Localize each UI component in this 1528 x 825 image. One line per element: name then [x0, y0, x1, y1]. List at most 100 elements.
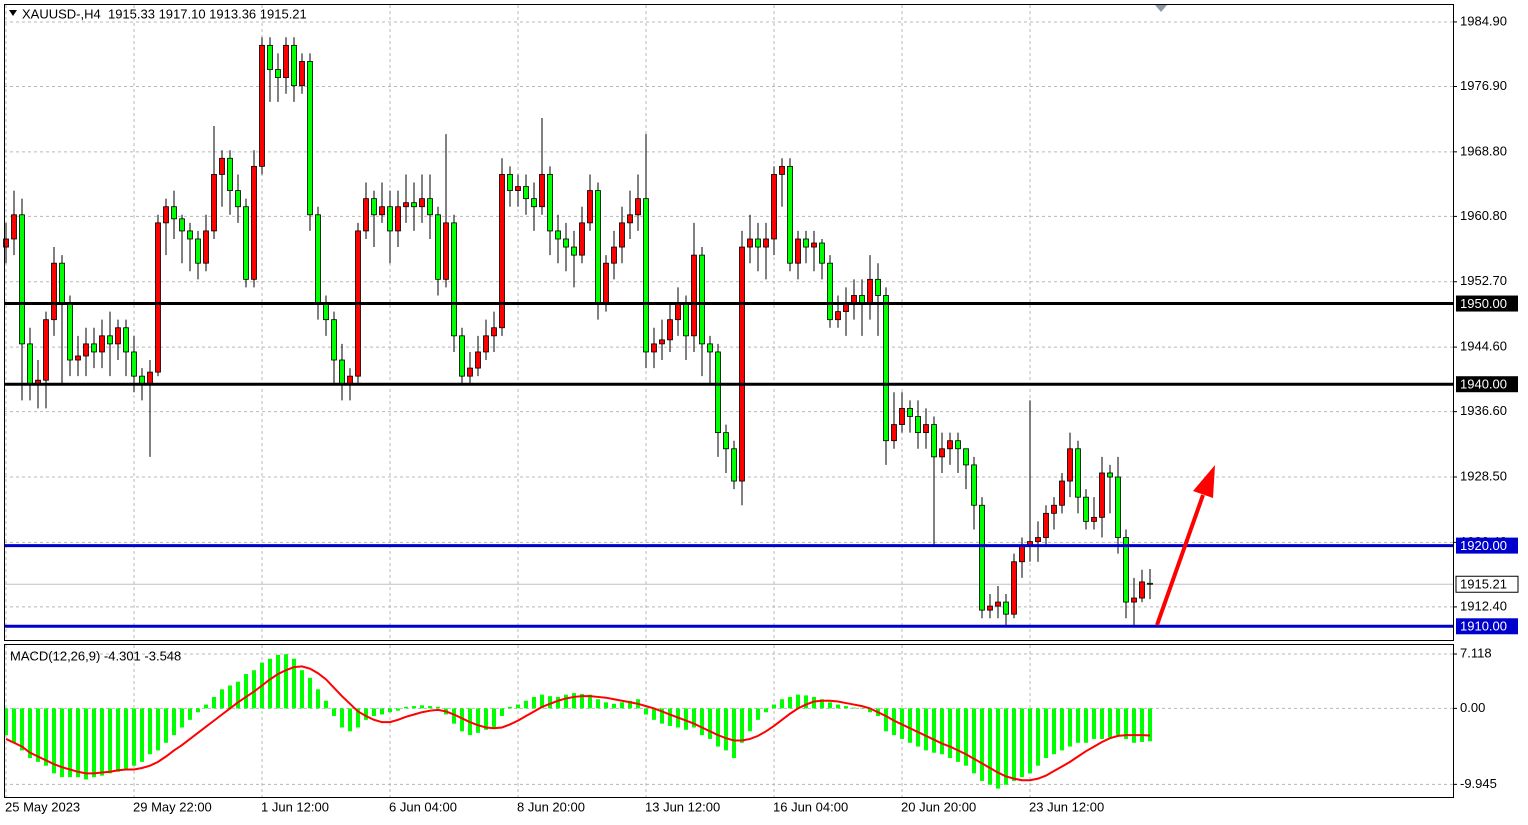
macd-bar	[1108, 708, 1112, 738]
macd-bar	[436, 706, 440, 709]
candle-body	[571, 246, 577, 256]
shift-marker	[1155, 5, 1167, 12]
candle-body	[211, 174, 217, 232]
macd-bar	[332, 708, 336, 717]
candle-body	[331, 319, 337, 361]
macd-bar	[212, 696, 216, 709]
candle-body	[27, 343, 33, 385]
macd-bar	[644, 708, 648, 715]
candle-body	[1099, 472, 1105, 518]
macd-bar	[708, 708, 712, 739]
macd-bar	[188, 708, 192, 720]
macd-bar	[28, 708, 32, 759]
candle-body	[1059, 480, 1065, 506]
candle-body	[971, 464, 977, 506]
macd-bar	[1124, 708, 1128, 739]
macd-bar	[364, 708, 368, 720]
candle-body	[499, 174, 505, 329]
candle-body	[827, 262, 833, 321]
candle-body	[1051, 504, 1057, 514]
macd-bar	[292, 658, 296, 709]
candle-body	[243, 206, 249, 280]
candle-body	[995, 601, 1001, 607]
candle-body	[659, 339, 665, 345]
macd-bar	[780, 699, 784, 709]
macd-bar	[412, 706, 416, 709]
candle-body	[75, 355, 81, 361]
macd-bar	[788, 696, 792, 709]
macd-bar	[388, 708, 392, 713]
macd-bar	[500, 708, 504, 717]
candle-body	[819, 242, 825, 264]
macd-bar	[1004, 708, 1008, 785]
x-tick-label: 16 Jun 04:00	[773, 799, 848, 814]
macd-bar	[572, 693, 576, 709]
y-tick-label: 1968.80	[1460, 143, 1507, 158]
candle-body	[131, 351, 137, 377]
macd-bar	[724, 708, 728, 751]
level-box	[1456, 295, 1518, 312]
macd-bar	[972, 708, 976, 774]
candle-body	[1123, 537, 1129, 603]
candle-body	[179, 218, 185, 232]
macd-bar	[980, 708, 984, 781]
macd-panel-frame	[4, 644, 1454, 798]
macd-bar	[884, 708, 888, 732]
macd-bar	[1052, 708, 1056, 755]
candle-body	[979, 504, 985, 611]
macd-bar	[692, 708, 696, 728]
candle-body	[1019, 545, 1025, 563]
macd-bar	[92, 708, 96, 778]
macd-bar	[556, 696, 560, 709]
candle-body	[171, 206, 177, 220]
candle-body	[891, 424, 897, 442]
macd-bar	[1140, 708, 1144, 743]
y-tick-label: 1960.80	[1460, 208, 1507, 223]
candle-body	[435, 214, 441, 280]
macd-bar	[180, 708, 184, 728]
candle-body	[267, 44, 273, 70]
candle-body	[507, 174, 513, 191]
macd-bar	[540, 694, 544, 709]
y-tick-label: 7.118	[1460, 645, 1492, 660]
candle-body	[299, 61, 305, 87]
level-label: 1950.00	[1460, 296, 1507, 311]
macd-bar	[804, 695, 808, 709]
macd-bar	[60, 708, 64, 778]
macd-bar	[1044, 708, 1048, 759]
macd-bar	[476, 708, 480, 733]
y-tick-label: 1936.60	[1460, 403, 1507, 418]
candle-body	[3, 238, 9, 248]
macd-bar	[1012, 708, 1016, 781]
level-box	[1456, 376, 1518, 393]
candle-body	[1107, 472, 1113, 478]
macd-bar	[860, 708, 864, 709]
candle-body	[1011, 561, 1017, 615]
candle-body	[603, 262, 609, 304]
candle-body	[1091, 516, 1097, 522]
candle-body	[1083, 496, 1089, 522]
macd-bar	[612, 703, 616, 709]
candle-body	[675, 303, 681, 321]
macd-bar	[988, 708, 992, 785]
candle-body	[923, 424, 929, 434]
level-label: 1920.00	[1460, 538, 1507, 553]
candle-body	[763, 238, 769, 248]
candle-body	[235, 190, 241, 208]
macd-bar	[652, 708, 656, 720]
signal-line	[5, 665, 1151, 782]
candle-body	[411, 202, 417, 208]
level-label: 1910.00	[1460, 619, 1507, 634]
candle-body	[475, 351, 481, 369]
macd-bar	[1036, 708, 1040, 766]
candle-body	[467, 367, 473, 377]
macd-bar	[228, 685, 232, 709]
candle-body	[651, 343, 657, 353]
candle-body	[43, 319, 49, 381]
candle-body	[723, 432, 729, 450]
macd-bar	[132, 708, 136, 766]
macd-bar	[916, 708, 920, 747]
macd-title: MACD(12,26,9) -4.301 -3.548	[10, 648, 181, 663]
macd-bar	[116, 708, 120, 772]
